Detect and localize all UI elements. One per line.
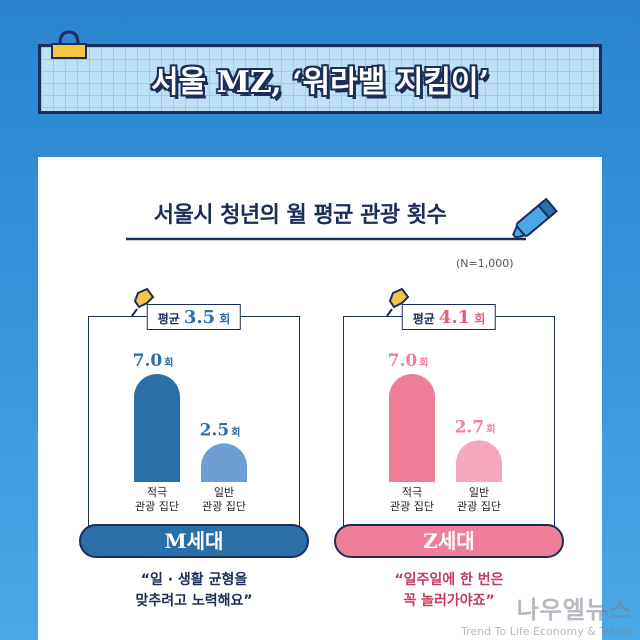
m-generation-label: M세대 <box>79 524 309 558</box>
m-quote-line2: 맞추려고 노력해요” <box>135 593 253 609</box>
page-title: 서울 MZ, ‘워라밸 지킴이’ <box>150 65 490 100</box>
z-quote-line1: “일주일에 한 번은 <box>394 572 504 588</box>
m-quote-line1: “일 · 생활 균형을 <box>140 572 248 588</box>
m-average-value: 3.5 <box>183 307 216 328</box>
m-category-label-0: 적극 <box>147 486 167 499</box>
z-bar-0 <box>389 374 435 482</box>
z-category-label-1: 일반 <box>469 485 489 499</box>
m-category-label-0: 관광 집단 <box>135 500 179 513</box>
m-quote: “일 · 생활 균형을 맞추려고 노력해요” <box>79 570 309 612</box>
chart-title: 서울시 청년의 월 평균 관광 횟수 <box>153 203 447 228</box>
z-generation-panel: 평균 4.1 회 7.0 회 적극 관광 집단 2.7 회 일반 관광 집단 <box>343 287 555 548</box>
m-value-label-0: 7.0 회 <box>133 351 174 371</box>
pushpin-icon <box>386 287 410 317</box>
m-average-unit: 회 <box>219 312 231 326</box>
watermark-brand: 나우엘뉴스 <box>516 596 632 624</box>
watermark: 나우엘뉴스 Trend To Life Economy & Travel <box>461 590 632 638</box>
m-average-box: 평균 3.5 회 <box>146 304 242 330</box>
z-value-label-0: 7.0 회 <box>388 351 429 371</box>
z-category-label-0: 관광 집단 <box>390 500 434 513</box>
z-quote-line2: 꼭 놀러가야죠” <box>403 593 495 609</box>
z-category-label-1: 관광 집단 <box>457 500 501 513</box>
z-bar-1 <box>456 440 502 482</box>
title-underline <box>126 237 526 241</box>
sample-size-note: (N=1,000) <box>456 257 514 270</box>
m-generation-panel: 평균 3.5 회 7.0 회 적극 관광 집단 2.5 회 일반 관광 집단 <box>88 287 300 548</box>
z-average-box: 평균 4.1 회 <box>401 304 497 330</box>
z-generation-label: Z세대 <box>334 524 564 558</box>
m-bar-1 <box>201 443 247 482</box>
z-value-label-1: 2.7 회 <box>455 417 496 437</box>
z-category-label-0: 적극 <box>402 486 422 499</box>
z-average-value: 4.1 <box>438 307 471 328</box>
z-quote: “일주일에 한 번은 꼭 놀러가야죠” <box>334 570 564 612</box>
header-banner: 서울 MZ, ‘워라밸 지킴이’ <box>38 44 602 114</box>
binder-clip-icon <box>51 30 87 59</box>
m-category-label-1: 관광 집단 <box>202 500 246 513</box>
z-average-unit: 회 <box>474 312 486 326</box>
m-average-label: 평균 <box>157 312 180 326</box>
m-bar-0 <box>134 374 180 482</box>
highlighter-icon <box>512 197 558 239</box>
watermark-tagline: Trend To Life Economy & Travel <box>461 625 632 638</box>
m-category-label-1: 일반 <box>214 485 234 499</box>
chart-card: 서울시 청년의 월 평균 관광 횟수 (N=1,000) 평균 3.5 회 7.… <box>38 157 602 640</box>
pushpin-icon <box>131 287 155 317</box>
z-average-label: 평균 <box>412 312 435 326</box>
m-value-label-1: 2.5 회 <box>200 420 241 440</box>
